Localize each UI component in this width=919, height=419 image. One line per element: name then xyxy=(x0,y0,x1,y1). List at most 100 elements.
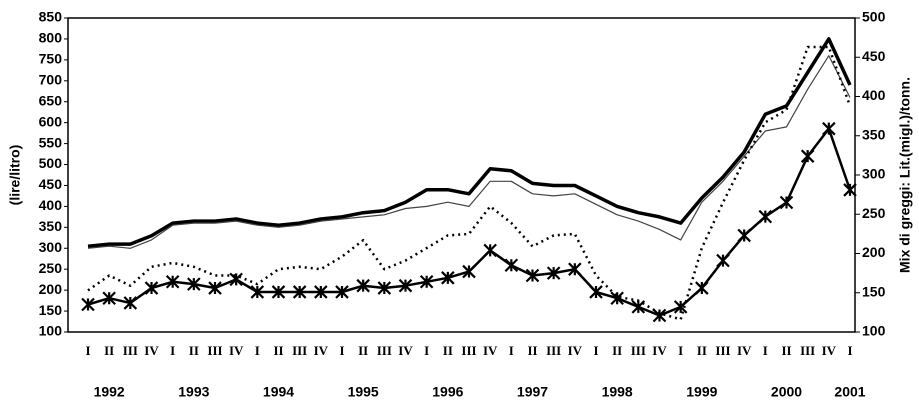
y2-tick-label: 200 xyxy=(862,244,886,260)
cross-marker xyxy=(568,262,582,276)
cross-marker xyxy=(250,285,265,299)
cross-marker xyxy=(208,281,222,295)
x-tick-label: I xyxy=(339,343,344,358)
y-tick-label: 700 xyxy=(39,72,63,88)
y-tick-label: 750 xyxy=(39,51,63,67)
plot-frame xyxy=(67,17,856,333)
y2-tick-label: 500 xyxy=(862,9,886,25)
cross-marker xyxy=(398,278,413,293)
series-line xyxy=(87,37,852,248)
y-tick-label: 450 xyxy=(39,176,63,192)
x-tick-label: I xyxy=(170,343,175,358)
year-label: 1994 xyxy=(263,384,294,400)
cross-marker xyxy=(229,272,243,287)
series-line xyxy=(87,55,851,249)
year-label: 1993 xyxy=(178,384,209,400)
x-tick-label: I xyxy=(85,343,90,358)
x-tick-label: II xyxy=(358,343,368,358)
x-tick-label: II xyxy=(697,343,707,358)
y-tick-label: 800 xyxy=(39,30,63,46)
x-tick-label: I xyxy=(424,343,429,358)
x-tick-label: II xyxy=(104,343,114,358)
year-label: 2000 xyxy=(771,384,802,400)
x-tick-label: II xyxy=(781,343,791,358)
year-label: 1999 xyxy=(686,384,717,400)
x-tick-label: III xyxy=(631,343,646,358)
x-tick-label: III xyxy=(715,343,730,358)
x-tick-label: I xyxy=(847,343,852,358)
y2-tick-label: 450 xyxy=(862,48,886,64)
cross-marker xyxy=(631,300,646,314)
cross-marker xyxy=(356,278,370,293)
year-label: 1997 xyxy=(517,384,548,400)
y-tick-label: 300 xyxy=(39,239,63,255)
cross-marker xyxy=(695,281,709,295)
x-tick-label: IV xyxy=(568,343,583,358)
x-tick-label: III xyxy=(123,343,138,358)
y-tick-label: 500 xyxy=(39,155,63,171)
cross-marker xyxy=(673,300,688,314)
x-tick-label: IV xyxy=(398,343,413,358)
year-label: 1995 xyxy=(348,384,379,400)
cross-marker xyxy=(165,274,180,289)
x-tick-label: I xyxy=(678,343,683,358)
cross-marker xyxy=(843,183,857,197)
x-tick-label: III xyxy=(461,343,476,358)
year-label: 1996 xyxy=(432,384,463,400)
x-tick-label: III xyxy=(377,343,392,358)
x-tick-label: III xyxy=(800,343,815,358)
cross-marker xyxy=(525,268,540,283)
x-tick-label: IV xyxy=(314,343,329,358)
y-tick-label: 400 xyxy=(39,197,63,213)
x-tick-label: II xyxy=(273,343,283,358)
cross-marker xyxy=(652,308,667,323)
cross-marker xyxy=(187,277,201,291)
x-tick-label: IV xyxy=(822,343,837,358)
cross-marker xyxy=(800,149,815,163)
x-tick-label: IV xyxy=(652,343,667,358)
cross-marker xyxy=(377,281,392,295)
x-tick-label: I xyxy=(593,343,598,358)
x-tick-label: III xyxy=(292,343,307,358)
x-tick-label: I xyxy=(763,343,768,358)
y-tick-label: 600 xyxy=(39,113,63,129)
cross-marker xyxy=(441,271,455,285)
cross-marker xyxy=(779,195,794,210)
cross-marker xyxy=(419,274,434,289)
cross-marker xyxy=(314,285,328,299)
x-tick-label: II xyxy=(443,343,453,358)
year-label: 1998 xyxy=(602,384,633,400)
y2-tick-label: 250 xyxy=(862,205,886,221)
cross-marker xyxy=(335,285,349,299)
cross-marker xyxy=(716,253,730,268)
cross-marker xyxy=(81,297,95,312)
y2-tick-label: 350 xyxy=(862,126,886,142)
y-tick-label: 550 xyxy=(39,134,63,150)
series-line xyxy=(87,45,852,321)
x-tick-label: II xyxy=(612,343,622,358)
year-label: 1992 xyxy=(94,384,125,400)
x-tick-label: IV xyxy=(229,343,244,358)
cross-marker xyxy=(610,291,624,306)
cross-marker xyxy=(737,228,751,243)
cross-marker xyxy=(483,243,497,258)
y-tick-label: 350 xyxy=(39,218,63,234)
x-tick-label: I xyxy=(509,343,514,358)
cross-marker xyxy=(546,266,561,280)
x-tick-label: IV xyxy=(737,343,752,358)
y2-axis-label: Mix di greggi: Lit.(migl.)/tonn. xyxy=(897,77,913,273)
x-tick-label: III xyxy=(546,343,561,358)
cross-marker xyxy=(758,209,773,224)
y-tick-label: 200 xyxy=(39,281,63,297)
cross-marker xyxy=(102,291,116,306)
y-tick-label: 150 xyxy=(39,302,63,318)
x-tick-label: III xyxy=(207,343,222,358)
y-tick-label: 250 xyxy=(39,260,63,276)
cross-marker xyxy=(123,296,138,310)
y-tick-label: 100 xyxy=(39,323,63,339)
y-tick-label: 650 xyxy=(39,92,63,108)
cross-marker xyxy=(271,285,286,299)
cross-marker xyxy=(589,285,603,299)
y2-tick-label: 300 xyxy=(862,166,886,182)
